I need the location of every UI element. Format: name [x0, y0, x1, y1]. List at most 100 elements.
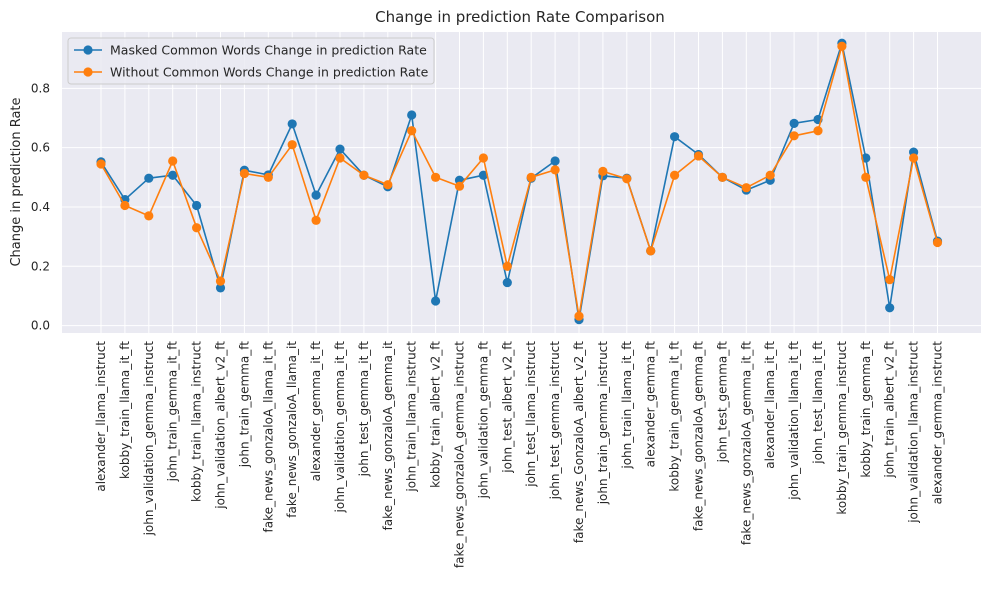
x-tick-label: john_validation_gemma_ft — [476, 341, 490, 500]
data-point — [120, 200, 130, 211]
x-tick-label: fake_news_gonzaloA_gemma_it_ft — [739, 341, 753, 545]
x-tick-label: john_validation_llama_instruct — [907, 341, 921, 524]
data-point — [215, 276, 226, 286]
data-point — [431, 296, 441, 306]
data-point — [622, 174, 632, 184]
data-point — [407, 110, 417, 120]
data-point — [478, 153, 488, 163]
x-tick-label: fake_news_GonzaloA_albert_v2_ft — [572, 341, 586, 543]
x-tick-label: kobby_train_gemma_instruct — [835, 341, 849, 515]
data-point — [598, 166, 608, 176]
x-ticks: alexander_llama_instruct kobby_train_llam… — [94, 341, 945, 568]
data-point — [861, 172, 871, 182]
legend[interactable]: Masked Common Words Change in prediction… — [67, 37, 435, 85]
data-point — [383, 180, 393, 190]
series-2 — [96, 41, 943, 321]
data-point — [96, 159, 106, 169]
y-tick-label: 0.0 — [31, 319, 50, 333]
x-tick-label: alexander_llama_it_ft — [763, 341, 777, 469]
data-point — [144, 173, 154, 183]
data-point — [932, 237, 943, 248]
legend-marker — [83, 45, 93, 55]
x-tick-label: fake_news_gonzaloA_llama_it — [285, 341, 299, 518]
x-tick-label: kobby_train_llama_instruct — [190, 341, 204, 502]
x-tick-label: john_train_albert_v2_ft — [883, 341, 897, 479]
chart-title: Change in prediction Rate Comparison — [375, 8, 665, 26]
x-tick-label: alexander_gemma_instruct — [931, 341, 945, 505]
x-tick-label: fake_news_gonzaloA_llama_it_ft — [261, 341, 275, 533]
x-tick-label: john_test_albert_v2_ft — [500, 341, 514, 474]
data-point — [287, 119, 297, 129]
x-tick-label: kobby_train_albert_v2_ft — [429, 341, 443, 488]
data-point — [287, 140, 297, 150]
legend-box — [67, 37, 435, 85]
x-tick-label: john_test_gemma_it_ft — [357, 341, 371, 478]
data-point — [192, 223, 202, 233]
legend-item-1[interactable]: Masked Common Words Change in prediction… — [74, 43, 427, 58]
data-point — [478, 170, 488, 180]
x-tick-label: john_validation_gemma_it_ft — [333, 341, 347, 514]
x-tick-label: john_train_gemma_instruct — [596, 341, 610, 506]
data-point — [813, 126, 823, 136]
legend-marker — [83, 67, 93, 77]
data-point — [837, 41, 847, 51]
data-point — [215, 283, 226, 293]
data-point — [885, 303, 895, 313]
y-tick-label: 0.8 — [31, 81, 50, 95]
data-point — [550, 156, 560, 166]
data-point — [909, 153, 919, 163]
data-point — [192, 200, 202, 211]
legend-label: Without Common Words Change in predictio… — [110, 65, 429, 80]
x-tick-label: fake_news_gonzaloA_gemma_instruct — [453, 341, 467, 568]
x-tick-label: john_test_gemma_instruct — [548, 341, 562, 501]
data-point — [502, 261, 512, 271]
x-tick-label: kobby_train_gemma_it_ft — [668, 341, 682, 492]
y-tick-label: 0.6 — [31, 141, 50, 155]
x-tick-label: alexander_gemma_ft — [644, 341, 658, 468]
data-point — [670, 170, 680, 180]
data-point — [693, 151, 704, 161]
data-point — [789, 131, 799, 141]
y-tick-label: 0.2 — [31, 259, 50, 273]
series-layer — [96, 38, 943, 325]
data-point — [454, 181, 465, 191]
data-point — [407, 126, 417, 136]
data-point — [646, 246, 656, 256]
data-point — [311, 190, 321, 200]
data-point — [168, 170, 178, 180]
data-point — [574, 311, 584, 321]
data-point — [168, 156, 178, 166]
legend-item-2[interactable]: Without Common Words Change in predictio… — [74, 65, 429, 80]
x-tick-label: alexander_llama_instruct — [94, 341, 108, 492]
data-point — [144, 211, 154, 221]
data-point — [311, 215, 321, 225]
data-point — [335, 153, 345, 163]
data-point — [359, 170, 369, 180]
x-tick-label: fake_news_gonzaloA_gemma_it — [381, 341, 395, 531]
data-point — [670, 132, 680, 142]
x-tick-label: fake_news_gonzaloA_gemma_ft — [692, 341, 706, 531]
data-point — [263, 172, 273, 182]
data-point — [550, 165, 560, 175]
y-ticks: 0.0 0.2 0.4 0.6 0.8 — [31, 81, 50, 332]
x-tick-label: john_train_llama_it_ft — [620, 341, 634, 470]
data-point — [885, 275, 895, 285]
y-axis-label: Change in prediction Rate — [9, 97, 24, 266]
x-tick-label: kobby_train_gemma_ft — [859, 341, 873, 478]
x-tick-label: john_validation_gemma_instruct — [142, 341, 156, 537]
y-tick-label: 0.4 — [31, 200, 50, 214]
x-tick-label: john_train_llama_instruct — [405, 341, 419, 493]
data-point — [335, 144, 345, 154]
x-tick-label: john_train_gemma_it_ft — [166, 341, 180, 483]
data-point — [717, 172, 728, 182]
x-tick-label: john_test_gemma_ft — [715, 341, 729, 464]
data-point — [431, 172, 441, 182]
data-point — [789, 118, 799, 128]
x-tick-label: john_validation_llama_it_ft — [787, 341, 801, 501]
x-tick-label: john_test_llama_it_ft — [811, 341, 825, 465]
legend-label: Masked Common Words Change in prediction… — [110, 43, 427, 58]
x-tick-label: john_train_gemma_ft — [237, 341, 251, 469]
x-tick-label: john_test_llama_instruct — [524, 341, 538, 488]
data-point — [239, 168, 249, 179]
